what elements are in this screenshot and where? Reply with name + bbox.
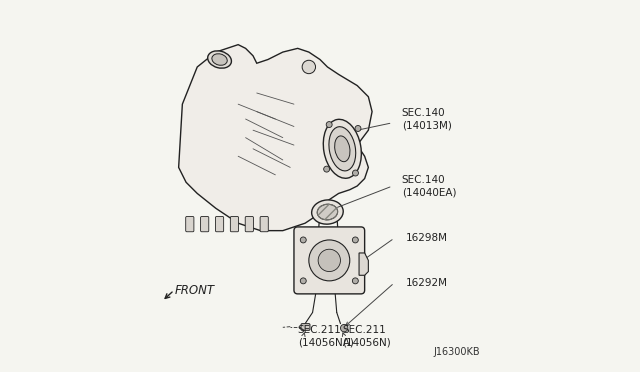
Circle shape (340, 324, 348, 332)
Polygon shape (179, 45, 372, 231)
Text: SEC.211
(14056N): SEC.211 (14056N) (342, 326, 391, 348)
Text: SEC.140
(14040EA): SEC.140 (14040EA) (402, 175, 456, 197)
Circle shape (324, 166, 330, 172)
Ellipse shape (208, 51, 232, 68)
Circle shape (302, 60, 316, 74)
Circle shape (355, 125, 361, 131)
Text: FRONT: FRONT (175, 284, 215, 296)
Ellipse shape (212, 54, 227, 65)
FancyBboxPatch shape (245, 217, 253, 232)
Ellipse shape (323, 119, 362, 178)
Circle shape (300, 237, 306, 243)
Text: J16300KB: J16300KB (433, 347, 480, 357)
Circle shape (353, 237, 358, 243)
Text: 16298M: 16298M (406, 233, 447, 243)
FancyBboxPatch shape (216, 217, 223, 232)
FancyBboxPatch shape (260, 217, 268, 232)
FancyBboxPatch shape (294, 227, 365, 294)
Ellipse shape (329, 127, 356, 171)
Ellipse shape (317, 204, 338, 220)
FancyBboxPatch shape (200, 217, 209, 232)
FancyBboxPatch shape (230, 217, 239, 232)
FancyBboxPatch shape (301, 324, 310, 330)
Text: SEC.140
(14013M): SEC.140 (14013M) (402, 108, 452, 130)
Circle shape (309, 240, 349, 281)
Circle shape (318, 249, 340, 272)
FancyBboxPatch shape (186, 217, 194, 232)
Ellipse shape (312, 200, 343, 224)
Circle shape (326, 122, 332, 128)
Circle shape (300, 278, 306, 284)
Text: 16292M: 16292M (406, 278, 447, 288)
Ellipse shape (335, 136, 350, 162)
Text: SEC.211
(14056NA): SEC.211 (14056NA) (298, 326, 353, 348)
Polygon shape (359, 253, 369, 275)
Circle shape (353, 278, 358, 284)
Circle shape (353, 170, 358, 176)
